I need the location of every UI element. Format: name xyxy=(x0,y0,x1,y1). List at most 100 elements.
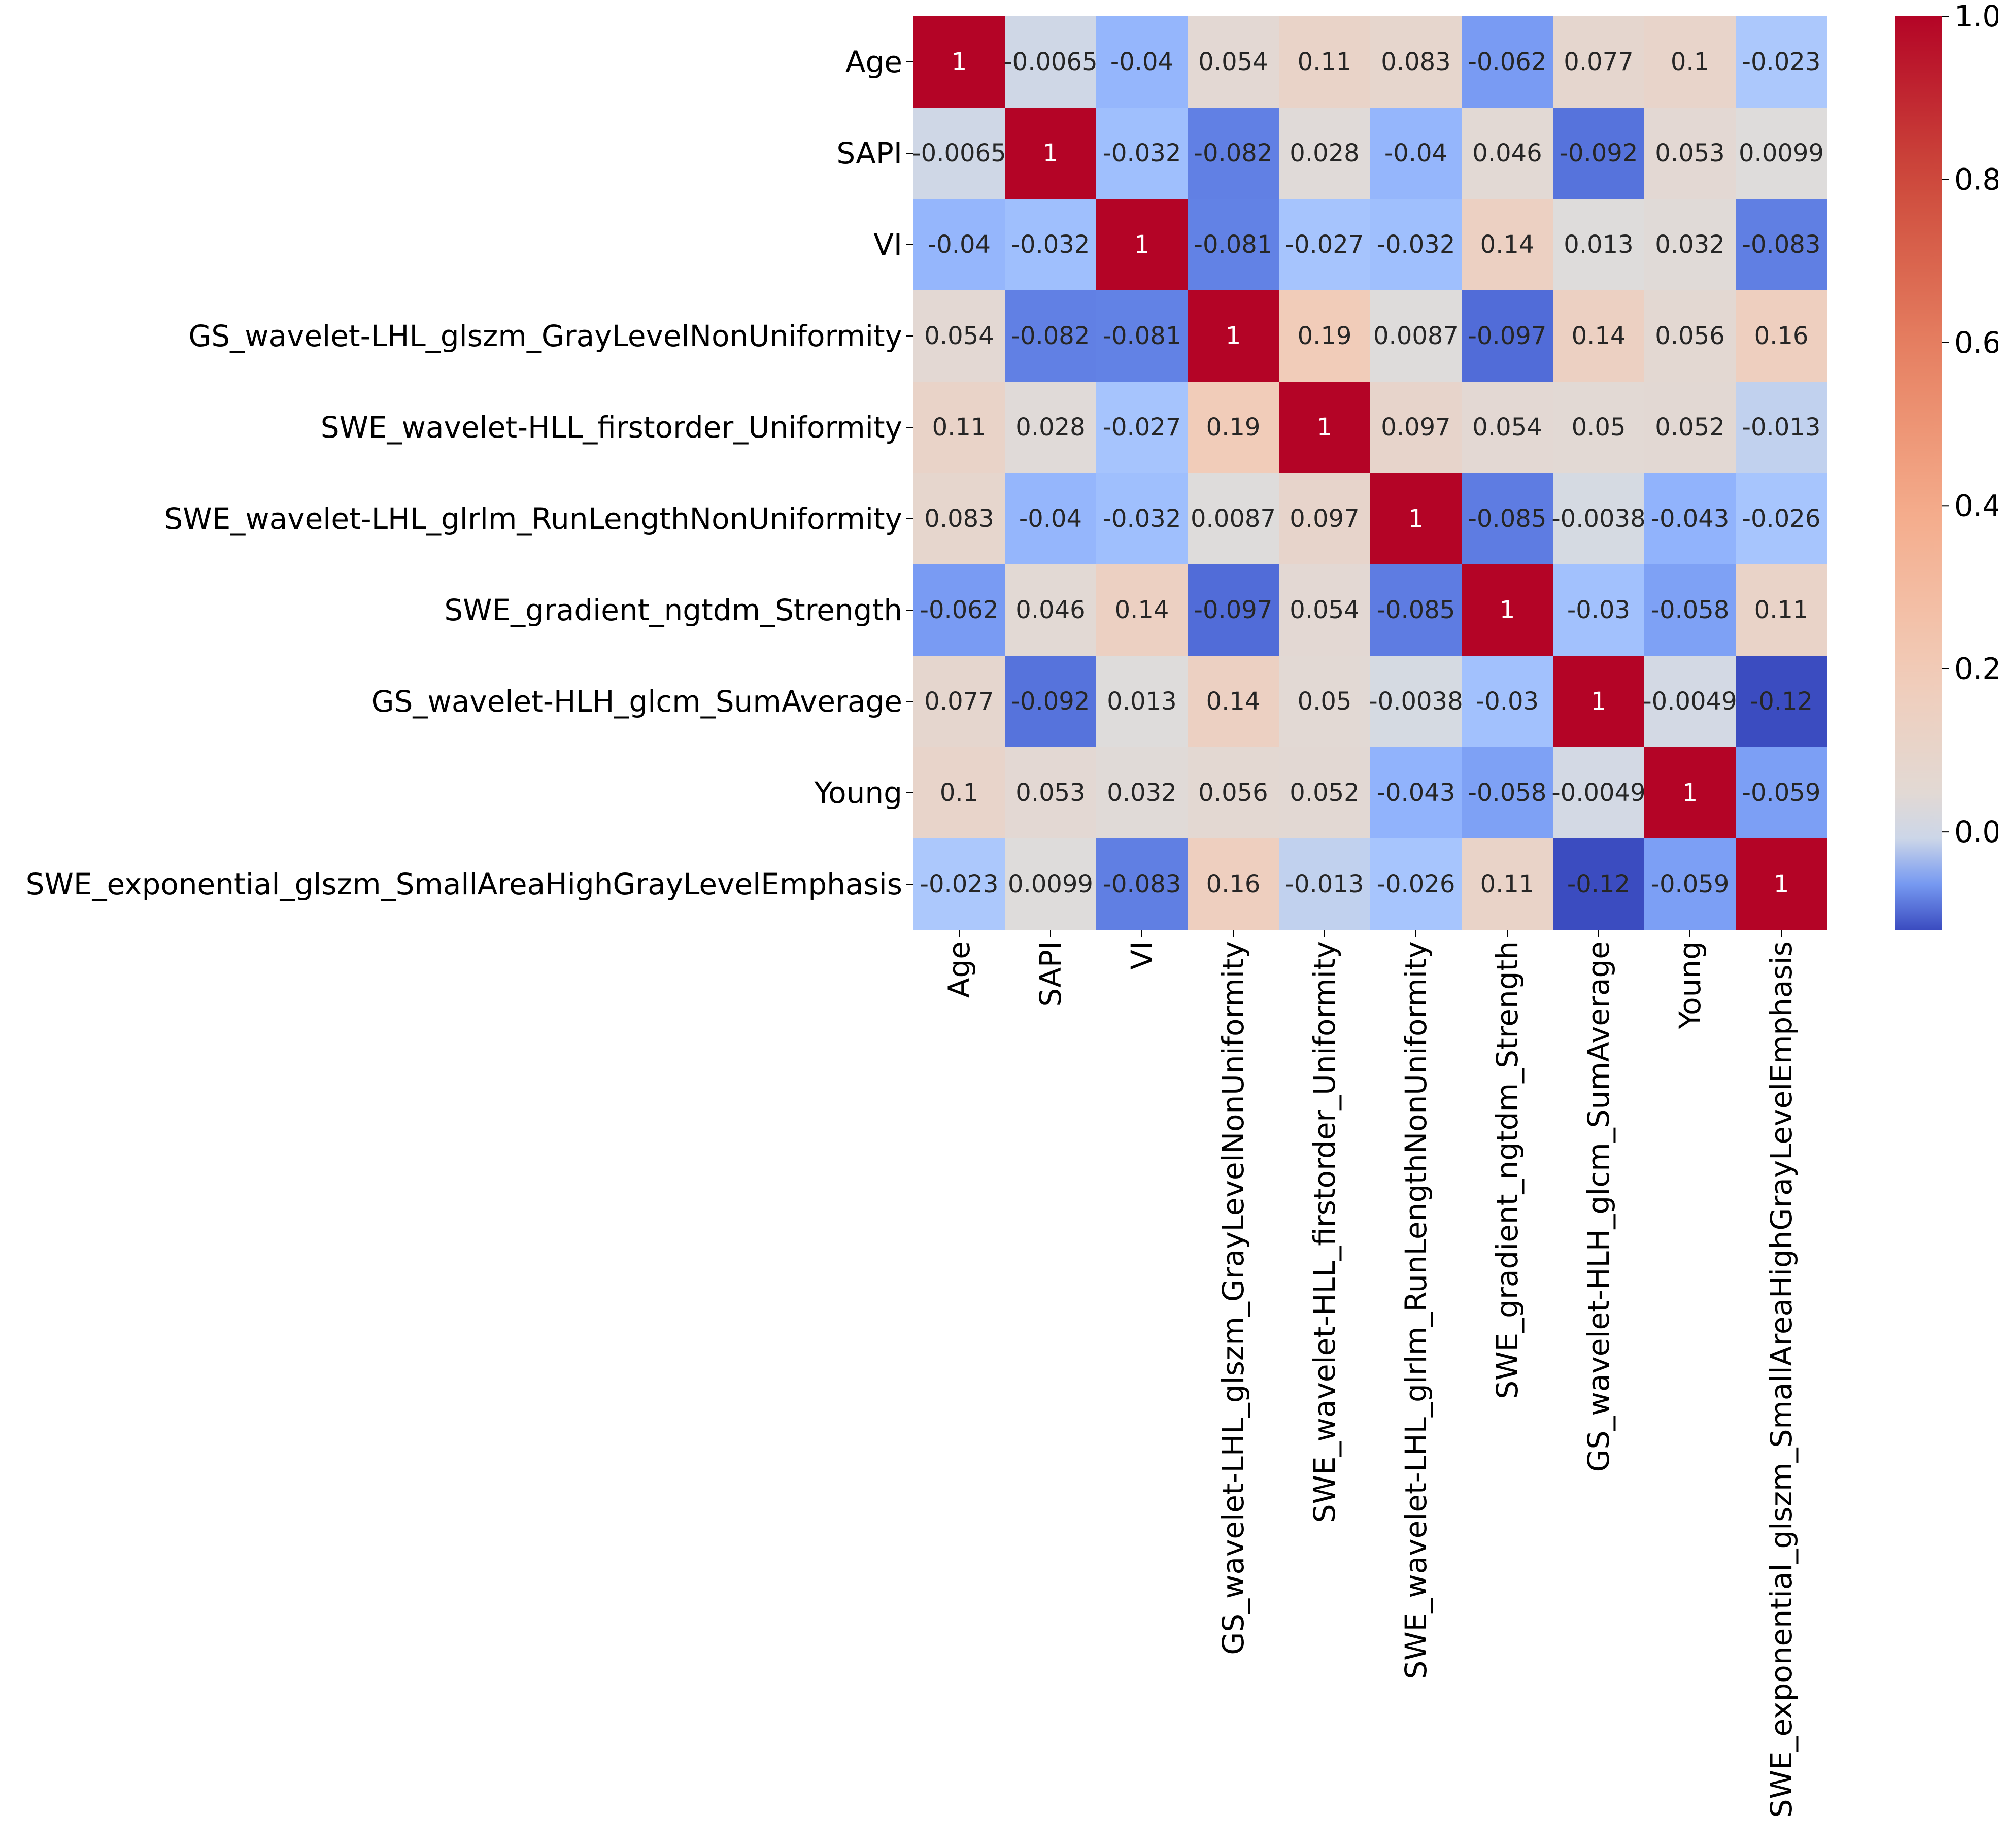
cell-annotation-6-0: -0.062 xyxy=(920,596,999,624)
colorbar-tick-label-5: 1.0 xyxy=(1954,0,1998,33)
y-tick-label-0: Age xyxy=(845,45,902,79)
heatmap-cell-5-5 xyxy=(1370,473,1462,565)
cell-annotation-3-8: 0.056 xyxy=(1655,322,1724,350)
heatmap-cell-1-1 xyxy=(1005,108,1097,199)
cell-annotation-0-6: -0.062 xyxy=(1468,48,1547,76)
cell-annotation-5-1: -0.04 xyxy=(1019,505,1082,533)
heatmap-cell-0-9 xyxy=(1736,16,1827,108)
cell-annotation-4-8: 0.052 xyxy=(1655,413,1724,442)
cell-annotation-3-5: 0.0087 xyxy=(1373,322,1459,350)
cell-annotation-6-1: 0.046 xyxy=(1015,596,1085,624)
cell-annotation-7-8: -0.0049 xyxy=(1643,687,1737,716)
cell-annotation-0-4: 0.11 xyxy=(1298,48,1352,76)
cell-annotation-1-5: -0.04 xyxy=(1384,139,1447,167)
cell-annotation-0-7: 0.077 xyxy=(1564,48,1633,76)
cell-annotation-5-7: -0.0038 xyxy=(1551,505,1645,533)
cell-annotation-7-3: 0.14 xyxy=(1206,687,1261,716)
heatmap-cell-3-3 xyxy=(1188,290,1279,382)
cell-annotation-0-8: 0.1 xyxy=(1671,48,1709,76)
cell-annotation-5-9: -0.026 xyxy=(1742,505,1821,533)
cell-annotation-8-4: 0.052 xyxy=(1290,779,1359,807)
heatmap-cell-9-2 xyxy=(1096,838,1188,930)
heatmap-cell-8-7 xyxy=(1553,747,1645,839)
cell-annotation-0-5: 0.083 xyxy=(1381,48,1450,76)
x-axis-tick-labels: Age SAPI VI GS_wavelet-LHL_glszm_GrayLevelN… xyxy=(942,930,1799,1818)
heatmap-cell-1-3 xyxy=(1188,108,1279,199)
heatmap-cell-2-4 xyxy=(1279,199,1371,291)
colorbar-gradient xyxy=(1895,16,1942,930)
heatmap-cell-1-8 xyxy=(1644,108,1736,199)
cell-annotation-5-4: 0.097 xyxy=(1290,505,1359,533)
cell-annotation-9-9: 1 xyxy=(1774,870,1789,898)
heatmap-cell-8-5 xyxy=(1370,747,1462,839)
heatmap-cell-9-9 xyxy=(1736,838,1827,930)
cell-annotation-8-0: 0.1 xyxy=(940,779,978,807)
cell-annotation-8-8: 1 xyxy=(1682,779,1698,807)
heatmap-cell-9-0 xyxy=(913,838,1005,930)
heatmap-cell-0-0 xyxy=(913,16,1005,108)
cell-annotation-6-9: 0.11 xyxy=(1754,596,1809,624)
heatmap-cell-5-9 xyxy=(1736,473,1827,565)
heatmap-cell-9-3 xyxy=(1188,838,1279,930)
heatmap-cell-4-4 xyxy=(1279,382,1371,474)
colorbar-tick-label-4: 0.8 xyxy=(1954,162,1998,196)
heatmap-cell-2-6 xyxy=(1462,199,1553,291)
heatmap-cell-4-2 xyxy=(1096,382,1188,474)
heatmap-cell-6-6 xyxy=(1462,564,1553,656)
heatmap-cell-1-7 xyxy=(1553,108,1645,199)
colorbar: 0.0 0.2 0.4 0.6 0.8 1.0 xyxy=(1895,0,1998,930)
cell-annotation-1-8: 0.053 xyxy=(1655,139,1724,167)
cell-annotation-3-9: 0.16 xyxy=(1754,322,1809,350)
heatmap-cell-4-5 xyxy=(1370,382,1462,474)
cell-annotation-2-9: -0.083 xyxy=(1742,230,1821,259)
x-tick-label-0: Age xyxy=(942,941,976,998)
heatmap-cell-1-2 xyxy=(1096,108,1188,199)
cell-annotation-7-1: -0.092 xyxy=(1011,687,1090,716)
colorbar-tick-label-0: 0.0 xyxy=(1954,815,1998,849)
cell-annotation-8-5: -0.043 xyxy=(1377,779,1455,807)
cell-annotation-8-7: -0.0049 xyxy=(1551,779,1645,807)
cell-annotation-9-0: -0.023 xyxy=(920,870,999,898)
cell-annotation-1-6: 0.046 xyxy=(1472,139,1542,167)
y-tick-label-2: VI xyxy=(873,227,902,262)
cell-annotation-9-7: -0.12 xyxy=(1567,870,1630,898)
heatmap-cell-3-9 xyxy=(1736,290,1827,382)
cell-annotation-5-5: 1 xyxy=(1408,505,1424,533)
heatmap-cell-0-2 xyxy=(1096,16,1188,108)
heatmap-cell-5-8 xyxy=(1644,473,1736,565)
y-tick-label-3: GS_wavelet-LHL_glszm_GrayLevelNonUniform… xyxy=(188,319,902,353)
heatmap-cell-5-4 xyxy=(1279,473,1371,565)
heatmap-cell-7-2 xyxy=(1096,656,1188,748)
heatmap-cell-0-8 xyxy=(1644,16,1736,108)
heatmap-cell-3-1 xyxy=(1005,290,1097,382)
x-tick-label-7: GS_wavelet-HLH_glcm_SumAverage xyxy=(1581,941,1616,1472)
heatmap-cell-8-4 xyxy=(1279,747,1371,839)
x-tick-label-9: SWE_exponential_glszm_SmallAreaHighGrayL… xyxy=(1764,941,1799,1818)
cell-annotation-8-2: 0.032 xyxy=(1107,779,1176,807)
heatmap-cell-1-6 xyxy=(1462,108,1553,199)
cell-annotation-6-4: 0.054 xyxy=(1290,596,1359,624)
y-tick-label-9: SWE_exponential_glszm_SmallAreaHighGrayL… xyxy=(26,867,902,901)
heatmap-cell-6-9 xyxy=(1736,564,1827,656)
heatmap-cell-2-1 xyxy=(1005,199,1097,291)
y-tick-label-1: SAPI xyxy=(836,136,902,171)
heatmap-cell-7-3 xyxy=(1188,656,1279,748)
heatmap-cell-0-4 xyxy=(1279,16,1371,108)
heatmap-cell-0-7 xyxy=(1553,16,1645,108)
cell-annotation-9-5: -0.026 xyxy=(1377,870,1455,898)
cell-annotation-2-7: 0.013 xyxy=(1564,230,1633,259)
heatmap-cell-4-1 xyxy=(1005,382,1097,474)
x-tick-label-3: GS_wavelet-LHL_glszm_GrayLevelNonUniform… xyxy=(1216,941,1250,1655)
cell-annotation-6-3: -0.097 xyxy=(1194,596,1273,624)
x-tick-label-5: SWE_wavelet-LHL_glrlm_RunLengthNonUnifor… xyxy=(1399,941,1433,1679)
heatmap-cell-1-4 xyxy=(1279,108,1371,199)
cell-annotation-3-3: 1 xyxy=(1226,322,1241,350)
heatmap-cell-7-1 xyxy=(1005,656,1097,748)
heatmap-cell-6-1 xyxy=(1005,564,1097,656)
heatmap-cell-2-0 xyxy=(913,199,1005,291)
heatmap-cell-6-2 xyxy=(1096,564,1188,656)
heatmap-cell-9-1 xyxy=(1005,838,1097,930)
heatmap-cell-4-6 xyxy=(1462,382,1553,474)
y-tick-label-5: SWE_wavelet-LHL_glrlm_RunLengthNonUnifor… xyxy=(164,501,902,536)
cell-annotation-7-4: 0.05 xyxy=(1298,687,1352,716)
